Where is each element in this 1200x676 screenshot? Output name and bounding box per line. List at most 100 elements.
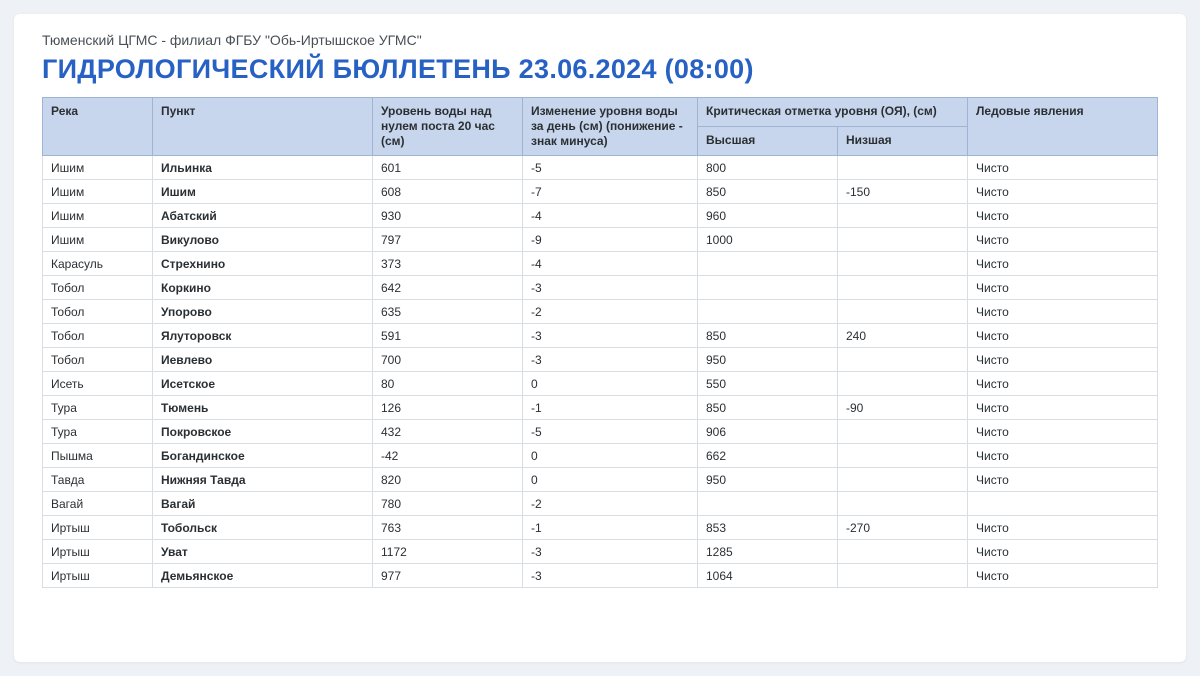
cell-low	[838, 540, 968, 564]
cell-river: Тобол	[43, 324, 153, 348]
cell-low: -90	[838, 396, 968, 420]
cell-ice: Чисто	[968, 516, 1158, 540]
cell-river: Карасуль	[43, 252, 153, 276]
cell-station: Тюмень	[153, 396, 373, 420]
table-row: ТоболЯлуторовск591-3850240Чисто	[43, 324, 1158, 348]
cell-high: 850	[698, 180, 838, 204]
cell-high: 662	[698, 444, 838, 468]
cell-high	[698, 492, 838, 516]
table-row: ИшимАбатский930-4960Чисто	[43, 204, 1158, 228]
table-row: ТураТюмень126-1850-90Чисто	[43, 396, 1158, 420]
cell-station: Тобольск	[153, 516, 373, 540]
cell-river: Ишим	[43, 180, 153, 204]
cell-change: -9	[523, 228, 698, 252]
cell-high: 950	[698, 468, 838, 492]
cell-low	[838, 468, 968, 492]
cell-river: Тура	[43, 420, 153, 444]
cell-level: 642	[373, 276, 523, 300]
col-high: Высшая	[698, 127, 838, 156]
cell-river: Пышма	[43, 444, 153, 468]
cell-low	[838, 228, 968, 252]
cell-level: 591	[373, 324, 523, 348]
cell-level: 930	[373, 204, 523, 228]
cell-change: -3	[523, 348, 698, 372]
table-row: ИшимИшим608-7850-150Чисто	[43, 180, 1158, 204]
cell-change: -5	[523, 156, 698, 180]
cell-change: -4	[523, 252, 698, 276]
cell-high: 850	[698, 396, 838, 420]
col-critical-group: Критическая отметка уровня (ОЯ), (см)	[698, 98, 968, 127]
cell-low	[838, 204, 968, 228]
cell-high: 1000	[698, 228, 838, 252]
table-row: ВагайВагай780-2	[43, 492, 1158, 516]
cell-change: -4	[523, 204, 698, 228]
cell-low	[838, 444, 968, 468]
org-subtitle: Тюменский ЦГМС - филиал ФГБУ "Обь-Иртышс…	[42, 32, 1158, 48]
cell-river: Тура	[43, 396, 153, 420]
cell-high	[698, 252, 838, 276]
cell-change: 0	[523, 444, 698, 468]
cell-high: 800	[698, 156, 838, 180]
cell-station: Иевлево	[153, 348, 373, 372]
cell-ice: Чисто	[968, 420, 1158, 444]
cell-level: 1172	[373, 540, 523, 564]
cell-low: -150	[838, 180, 968, 204]
cell-station: Уват	[153, 540, 373, 564]
cell-level: 601	[373, 156, 523, 180]
cell-high: 906	[698, 420, 838, 444]
cell-level: -42	[373, 444, 523, 468]
col-low: Низшая	[838, 127, 968, 156]
table-body: ИшимИльинка601-5800ЧистоИшимИшим608-7850…	[43, 156, 1158, 588]
cell-station: Вагай	[153, 492, 373, 516]
col-station: Пункт	[153, 98, 373, 156]
cell-change: -2	[523, 300, 698, 324]
cell-ice: Чисто	[968, 156, 1158, 180]
cell-station: Стрехнино	[153, 252, 373, 276]
cell-low	[838, 372, 968, 396]
cell-ice: Чисто	[968, 396, 1158, 420]
cell-level: 780	[373, 492, 523, 516]
cell-low	[838, 276, 968, 300]
cell-change: 0	[523, 372, 698, 396]
cell-station: Покровское	[153, 420, 373, 444]
cell-ice: Чисто	[968, 468, 1158, 492]
table-row: ТоболИевлево700-3950Чисто	[43, 348, 1158, 372]
cell-river: Тавда	[43, 468, 153, 492]
cell-ice: Чисто	[968, 372, 1158, 396]
cell-ice: Чисто	[968, 444, 1158, 468]
cell-ice: Чисто	[968, 300, 1158, 324]
col-level: Уровень воды над нулем поста 20 час (см)	[373, 98, 523, 156]
table-row: ПышмаБогандинское-420662 Чисто	[43, 444, 1158, 468]
cell-river: Иртыш	[43, 564, 153, 588]
cell-river: Тобол	[43, 276, 153, 300]
table-row: ИртышТобольск763-1853-270Чисто	[43, 516, 1158, 540]
table-row: ТоболУпорово635-2Чисто	[43, 300, 1158, 324]
cell-change: -7	[523, 180, 698, 204]
cell-change: -3	[523, 324, 698, 348]
cell-ice: Чисто	[968, 348, 1158, 372]
cell-station: Коркино	[153, 276, 373, 300]
cell-high	[698, 300, 838, 324]
cell-change: -3	[523, 540, 698, 564]
cell-station: Ялуторовск	[153, 324, 373, 348]
page-title: ГИДРОЛОГИЧЕСКИЙ БЮЛЛЕТЕНЬ 23.06.2024 (08…	[42, 54, 1158, 85]
table-row: ИшимВикулово797-91000Чисто	[43, 228, 1158, 252]
cell-high: 1285	[698, 540, 838, 564]
cell-change: -1	[523, 396, 698, 420]
cell-change: 0	[523, 468, 698, 492]
cell-station: Ишим	[153, 180, 373, 204]
cell-ice	[968, 492, 1158, 516]
cell-ice: Чисто	[968, 228, 1158, 252]
col-river: Река	[43, 98, 153, 156]
cell-level: 432	[373, 420, 523, 444]
table-row: ИртышДемьянское977-31064Чисто	[43, 564, 1158, 588]
cell-station: Богандинское	[153, 444, 373, 468]
cell-ice: Чисто	[968, 252, 1158, 276]
cell-level: 635	[373, 300, 523, 324]
cell-river: Тобол	[43, 300, 153, 324]
cell-high: 950	[698, 348, 838, 372]
cell-ice: Чисто	[968, 276, 1158, 300]
cell-station: Викулово	[153, 228, 373, 252]
table-row: ИртышУват1172-31285Чисто	[43, 540, 1158, 564]
cell-ice: Чисто	[968, 204, 1158, 228]
